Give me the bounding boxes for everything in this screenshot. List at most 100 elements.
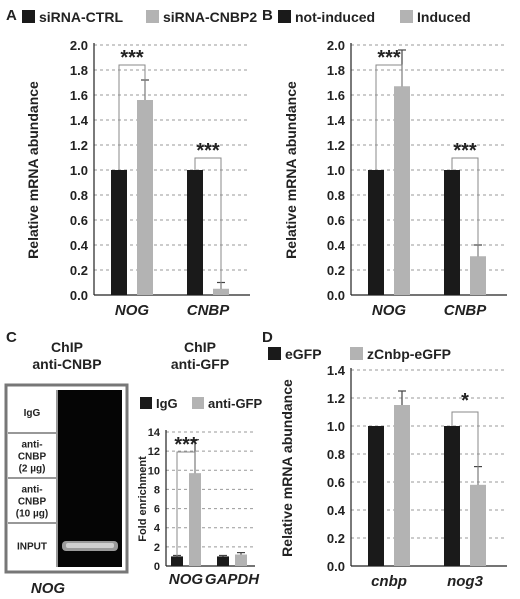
legend-label: Induced: [417, 9, 471, 25]
legend-label: siRNA-CTRL: [39, 9, 123, 25]
significance-bracket: [194, 157, 222, 289]
y-tick-label: 1.0: [327, 419, 345, 434]
chip-gfp-title-line-2: anti-GFP: [171, 356, 229, 372]
y-tick-label: 6: [154, 504, 160, 516]
significance-bracket: [451, 157, 479, 257]
gel-title-line-2: anti-CNBP: [32, 356, 101, 372]
bar: [137, 100, 153, 295]
gel-image: [58, 390, 122, 567]
legend-label: anti-GFP: [208, 396, 262, 411]
category-label: nog3: [447, 573, 483, 590]
y-tick-label: 0.2: [70, 263, 88, 278]
y-tick-label: 8: [154, 484, 160, 496]
legend-swatch: [278, 10, 291, 23]
y-tick-label: 1.8: [70, 63, 88, 78]
legend-swatch: [268, 347, 281, 360]
bar: [213, 288, 229, 295]
category-label: cnbp: [371, 573, 407, 590]
y-tick-label: 1.6: [70, 88, 88, 103]
y-tick-label: 1.0: [327, 163, 345, 178]
chart-panel-a: 0.0 0.2 0.4 0.6 0.8 1.0 1.2 1.4 1.6 1.8 2.0 Relativ…: [22, 9, 257, 319]
significance-bracket: [451, 411, 479, 485]
y-tick-label: 0.0: [327, 288, 345, 303]
y-tick-label: 10: [148, 465, 160, 477]
y-tick-label: 0.0: [70, 288, 88, 303]
y-tick-label: 0.4: [327, 503, 346, 518]
legend-label: IgG: [156, 396, 178, 411]
y-tick-label: 2: [154, 542, 160, 554]
y-tick-label: 1.4: [327, 113, 346, 128]
legend-label: siRNA-CNBP2: [163, 9, 257, 25]
bar: [444, 170, 460, 295]
bar: [394, 405, 410, 566]
panel-letter-a: A: [6, 7, 17, 24]
y-tick-label: 1.6: [327, 88, 345, 103]
gel-lane-label: INPUT: [17, 542, 47, 553]
y-tick-label: 1.2: [327, 138, 345, 153]
panel-letter-b: B: [262, 7, 273, 24]
y-tick-label: 0.6: [70, 213, 88, 228]
legend-swatch: [22, 10, 35, 23]
bar: [368, 170, 384, 295]
bar: [235, 554, 247, 566]
chip-gfp-title-line-1: ChIP: [184, 339, 216, 355]
legend-swatch: [400, 10, 413, 23]
y-tick-label: 1.0: [70, 163, 88, 178]
category-label: NOG: [372, 302, 407, 319]
gel-lane-label: IgG: [24, 408, 41, 419]
bar: [368, 426, 384, 566]
bar: [187, 170, 203, 295]
legend-swatch: [146, 10, 159, 23]
panel-letter-c: C: [6, 329, 17, 346]
panel-letter-d: D: [262, 329, 273, 346]
gel-title-line-1: ChIP: [51, 339, 83, 355]
category-label: CNBP: [444, 302, 487, 319]
legend-label: not-induced: [295, 9, 375, 25]
bar: [217, 556, 229, 566]
gel-lane-label: (10 µg): [16, 509, 48, 520]
significance-stars: ***: [174, 434, 198, 456]
significance-bracket: [375, 64, 403, 170]
y-tick-label: 0.0: [327, 559, 345, 574]
significance-stars: ***: [453, 140, 477, 162]
y-tick-label: 0.8: [327, 188, 345, 203]
y-tick-label: 14: [148, 427, 161, 439]
bar: [470, 256, 486, 295]
bar: [444, 426, 460, 566]
y-tick-label: 12: [148, 446, 160, 458]
y-tick-label: 0: [154, 561, 160, 573]
bar: [394, 86, 410, 295]
gel-gene-label: NOG: [31, 580, 66, 597]
gel-lane-label: anti-: [21, 440, 42, 451]
significance-stars: ***: [377, 47, 401, 69]
legend-swatch: [350, 347, 363, 360]
significance-stars: ***: [196, 140, 220, 162]
y-tick-label: 0.8: [327, 447, 345, 462]
significance-stars: ***: [120, 47, 144, 69]
legend-label: zCnbp-eGFP: [367, 346, 451, 362]
chart-panel-c: 0 2 4 6 8 10 12 14 Fold enrichment IgG anti-GFP NOG…: [137, 396, 262, 588]
y-tick-label: 2.0: [327, 38, 345, 53]
y-tick-label: 0.2: [327, 263, 345, 278]
y-axis-label: Fold enrichment: [137, 456, 149, 542]
category-label: GAPDH: [205, 571, 260, 588]
category-label: NOG: [169, 571, 204, 588]
gel-lane-label: CNBP: [18, 497, 47, 508]
y-tick-label: 1.2: [70, 138, 88, 153]
legend-swatch: [192, 397, 204, 409]
y-tick-label: 0.4: [70, 238, 89, 253]
y-tick-label: 1.2: [327, 391, 345, 406]
bar: [189, 473, 201, 566]
y-tick-label: 0.2: [327, 531, 345, 546]
gel-lane-label: (2 µg): [19, 464, 46, 475]
category-label: CNBP: [187, 302, 230, 319]
bar: [470, 484, 486, 566]
bar: [171, 556, 183, 566]
y-tick-label: 1.8: [327, 63, 345, 78]
significance-bracket: [118, 64, 146, 170]
y-tick-label: 2.0: [70, 38, 88, 53]
y-tick-label: 0.4: [327, 238, 346, 253]
gel-lane-label: CNBP: [18, 452, 47, 463]
